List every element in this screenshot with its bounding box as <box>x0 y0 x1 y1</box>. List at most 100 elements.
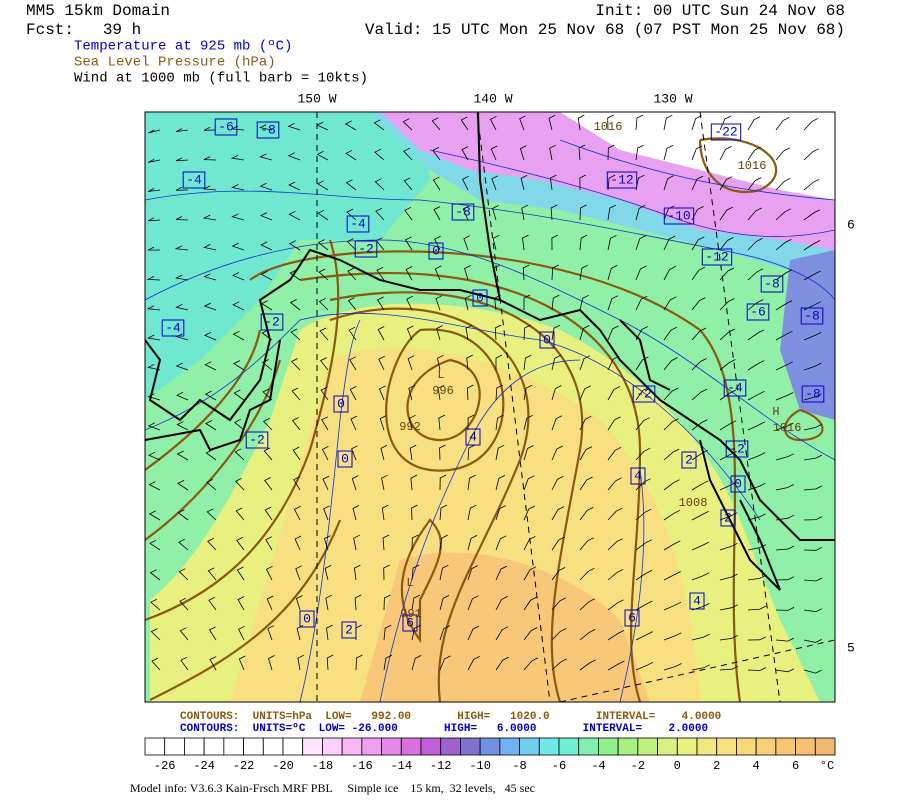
wind-barb <box>579 629 596 641</box>
wind-barb <box>463 235 471 251</box>
wind-barb <box>205 449 217 461</box>
wind-barb <box>147 188 161 192</box>
wind-barb <box>635 570 653 581</box>
colorbar-tick-label: -10 <box>469 759 491 773</box>
wind-barb <box>663 235 676 251</box>
colorbar-swatch <box>243 737 264 756</box>
wind-barb <box>579 355 591 371</box>
colorbar-tick-label: -18 <box>312 759 334 773</box>
wind-barb <box>775 147 790 161</box>
wind-barb <box>467 474 476 491</box>
wind-barb <box>439 504 448 521</box>
wind-barb <box>579 174 586 191</box>
wind-barb <box>549 174 557 191</box>
colorbar-swatch <box>479 737 501 756</box>
wind-barb <box>663 175 674 191</box>
wind-barb <box>803 424 822 431</box>
colorbar-swatch <box>814 737 836 756</box>
wind-barb <box>551 385 562 401</box>
wind-barb <box>347 297 357 311</box>
field-pressure: Sea Level Pressure (hPa) <box>74 55 276 71</box>
wind-barb <box>607 174 616 191</box>
wind-barb <box>379 415 387 431</box>
wind-barb <box>178 568 189 581</box>
wind-barb <box>287 122 301 131</box>
wind-barb <box>460 116 469 131</box>
wind-barb <box>288 240 301 251</box>
wind-barb <box>207 567 217 581</box>
temperature-label-box <box>710 123 742 141</box>
temperature-label: 2 <box>681 451 697 469</box>
wind-barb <box>579 415 592 431</box>
wind-barb <box>380 445 388 461</box>
temperature-label-box <box>663 207 695 225</box>
wind-barb <box>775 637 795 642</box>
wind-barb <box>551 294 560 311</box>
field-warmest <box>360 552 650 702</box>
wind-barb <box>803 546 823 551</box>
wind-barb <box>175 157 189 162</box>
temperature-label-text: -2 <box>249 432 265 447</box>
wind-barb <box>147 363 161 371</box>
wind-barb <box>579 234 588 251</box>
wind-barb <box>691 297 706 311</box>
wind-barb <box>383 654 393 671</box>
wind-barb <box>351 445 358 461</box>
temperature-label: -4 <box>346 215 370 233</box>
wind-barb <box>175 303 189 311</box>
wind-barb <box>148 451 161 461</box>
colorbar-swatch <box>282 737 304 756</box>
wind-barb <box>464 294 472 311</box>
colorbar-swatch <box>361 737 382 756</box>
wind-barb <box>775 330 793 341</box>
wind-barb <box>434 265 442 281</box>
wind-barb <box>663 205 675 221</box>
wind-barb <box>551 354 561 371</box>
field-blue <box>780 250 835 420</box>
temperature-label: 2 <box>341 621 357 639</box>
temperature-label-text: -4 <box>350 216 366 231</box>
wind-barb <box>579 264 589 281</box>
wind-barb <box>747 146 761 161</box>
colorbar-tick-label: -26 <box>154 759 176 773</box>
wind-barb <box>691 449 709 461</box>
wind-barb <box>747 207 762 221</box>
wind-barb <box>376 266 385 281</box>
wind-barb <box>264 506 273 521</box>
wind-barb <box>348 326 357 341</box>
wind-barb <box>607 568 624 581</box>
wind-barb <box>267 625 275 641</box>
init-time: Init: 00 UTC Sun 24 Nov 68 <box>595 2 845 20</box>
temperature-label: -8 <box>801 385 825 403</box>
wind-barb <box>353 534 360 551</box>
wind-barb <box>803 148 819 161</box>
temperature-label-box <box>161 319 185 337</box>
wind-barb <box>374 148 385 161</box>
wind-barb <box>326 624 333 641</box>
colorbar-swatch <box>203 737 225 756</box>
wind-barb <box>464 265 471 281</box>
wind-barb <box>316 180 329 191</box>
isobars <box>145 137 824 702</box>
wind-barb <box>747 421 766 431</box>
wind-barb <box>663 296 677 311</box>
temperature-label-box <box>720 509 736 527</box>
temperature-label-box <box>354 240 378 258</box>
wind-barb <box>432 176 441 191</box>
temperature-label-text: 4 <box>634 468 642 483</box>
temperature-label-text: -2 <box>636 386 652 401</box>
colorbar-swatch <box>755 737 777 756</box>
wind-barb <box>350 415 358 431</box>
colorbar-swatch <box>795 737 816 756</box>
temperature-label: -8 <box>451 203 475 221</box>
wind-barb <box>747 116 761 131</box>
wind-barb <box>467 565 478 581</box>
wind-barb <box>747 605 767 611</box>
wind-barb <box>719 542 738 551</box>
wind-barb <box>231 272 245 281</box>
wind-barb <box>747 482 766 491</box>
wind-barb <box>175 333 189 341</box>
wind-barb <box>494 294 501 311</box>
wind-barb <box>287 152 301 161</box>
wind-barb <box>691 511 709 521</box>
